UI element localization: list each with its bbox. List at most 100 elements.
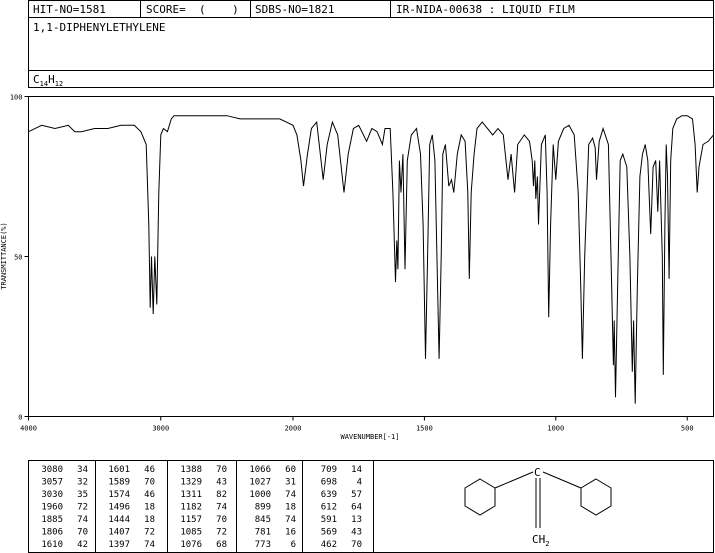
peak-wavenumber: 1000 — [249, 490, 271, 500]
peak-transmittance: 70 — [77, 528, 88, 538]
x-tick-label: 4000 — [20, 425, 37, 433]
peak-wavenumber: 1610 — [41, 540, 63, 550]
group-label: CH2 — [532, 533, 549, 548]
peak-wavenumber: 3057 — [41, 478, 63, 488]
peak-wavenumber: 639 — [321, 490, 337, 500]
peak-wavenumber: 1157 — [180, 515, 202, 525]
sdbs-no: SDBS-NO=1821 — [255, 3, 334, 16]
peak-wavenumber: 1960 — [41, 503, 63, 513]
group-label-part: CH — [532, 533, 545, 546]
formula-part: C — [33, 73, 40, 86]
peak-wavenumber: 1601 — [108, 465, 130, 475]
peak-wavenumber: 3080 — [41, 465, 63, 475]
peak-wavenumber: 1182 — [180, 503, 202, 513]
peak-wavenumber: 781 — [255, 528, 271, 538]
formula-part: 14 — [40, 80, 48, 88]
peak-transmittance: 31 — [285, 478, 296, 488]
group-label-part: 2 — [545, 540, 549, 548]
formula-part: H — [48, 73, 55, 86]
spectrum-line — [28, 115, 714, 404]
peak-wavenumber: 773 — [255, 540, 271, 550]
peak-transmittance: 6 — [291, 540, 296, 550]
x-tick-label: 2000 — [285, 425, 302, 433]
peak-wavenumber: 1076 — [180, 540, 202, 550]
peak-wavenumber: 1388 — [180, 465, 202, 475]
peak-wavenumber: 709 — [321, 465, 337, 475]
peak-transmittance: 70 — [144, 478, 155, 488]
atom-label: C — [534, 466, 541, 479]
bond — [542, 471, 582, 489]
peak-transmittance: 16 — [285, 528, 296, 538]
x-axis-label: WAVENUMBER[-1] — [340, 433, 399, 441]
peak-transmittance: 42 — [77, 540, 88, 550]
peak-transmittance: 72 — [216, 528, 227, 538]
y-tick-label: 50 — [14, 254, 22, 262]
peak-transmittance: 43 — [216, 478, 227, 488]
peak-wavenumber: 1574 — [108, 490, 130, 500]
peak-wavenumber: 591 — [321, 515, 337, 525]
peak-transmittance: 13 — [351, 515, 362, 525]
peak-wavenumber: 1444 — [108, 515, 130, 525]
peak-transmittance: 72 — [77, 503, 88, 513]
peak-wavenumber: 899 — [255, 503, 271, 513]
x-tick-label: 1000 — [547, 425, 564, 433]
peak-wavenumber: 1407 — [108, 528, 130, 538]
peak-transmittance: 57 — [351, 490, 362, 500]
peak-wavenumber: 1329 — [180, 478, 202, 488]
method: IR-NIDA-00638 : LIQUID FILM — [396, 3, 575, 16]
peak-transmittance: 32 — [77, 478, 88, 488]
peak-transmittance: 60 — [285, 465, 296, 475]
peak-transmittance: 14 — [351, 465, 362, 475]
peak-transmittance: 64 — [351, 503, 362, 513]
y-tick-label: 100 — [10, 94, 23, 102]
header-box — [28, 0, 714, 88]
peak-wavenumber: 1066 — [249, 465, 271, 475]
peak-transmittance: 70 — [351, 540, 362, 550]
peak-transmittance: 72 — [144, 528, 155, 538]
peak-transmittance: 46 — [144, 490, 155, 500]
peak-wavenumber: 1085 — [180, 528, 202, 538]
y-tick-label: 0 — [18, 414, 22, 422]
benzene-ring — [580, 478, 612, 516]
peak-transmittance: 74 — [144, 540, 155, 550]
peak-transmittance: 74 — [285, 515, 296, 525]
peak-transmittance: 74 — [285, 490, 296, 500]
peak-wavenumber: 462 — [321, 540, 337, 550]
peak-wavenumber: 1589 — [108, 478, 130, 488]
peak-transmittance: 46 — [144, 465, 155, 475]
peak-wavenumber: 1027 — [249, 478, 271, 488]
hit-no: HIT-NO=1581 — [33, 3, 106, 16]
peak-transmittance: 4 — [357, 478, 362, 488]
peak-transmittance: 68 — [216, 540, 227, 550]
peak-wavenumber: 698 — [321, 478, 337, 488]
peak-transmittance: 74 — [216, 503, 227, 513]
peak-transmittance: 34 — [77, 465, 88, 475]
peak-wavenumber: 1806 — [41, 528, 63, 538]
x-tick-label: 1500 — [416, 425, 433, 433]
peak-transmittance: 70 — [216, 465, 227, 475]
score: SCORE= ( ) — [146, 3, 239, 16]
peak-wavenumber: 1885 — [41, 515, 63, 525]
peak-wavenumber: 612 — [321, 503, 337, 513]
y-axis-label: TRANSMITTANCE(%) — [0, 222, 8, 289]
peak-wavenumber: 1311 — [180, 490, 202, 500]
x-tick-label: 3000 — [152, 425, 169, 433]
peak-transmittance: 18 — [144, 503, 155, 513]
peak-transmittance: 70 — [216, 515, 227, 525]
peak-wavenumber: 3030 — [41, 490, 63, 500]
peak-transmittance: 18 — [285, 503, 296, 513]
peak-transmittance: 82 — [216, 490, 227, 500]
formula-part: 12 — [55, 80, 63, 88]
peak-transmittance: 43 — [351, 528, 362, 538]
compound-name: 1,1-DIPHENYLETHYLENE — [33, 21, 165, 34]
peak-wavenumber: 845 — [255, 515, 271, 525]
peak-wavenumber: 1496 — [108, 503, 130, 513]
formula: C14H12 — [33, 73, 63, 88]
structure — [464, 471, 612, 528]
bond — [494, 471, 534, 489]
peak-wavenumber: 1397 — [108, 540, 130, 550]
peak-wavenumber: 569 — [321, 528, 337, 538]
